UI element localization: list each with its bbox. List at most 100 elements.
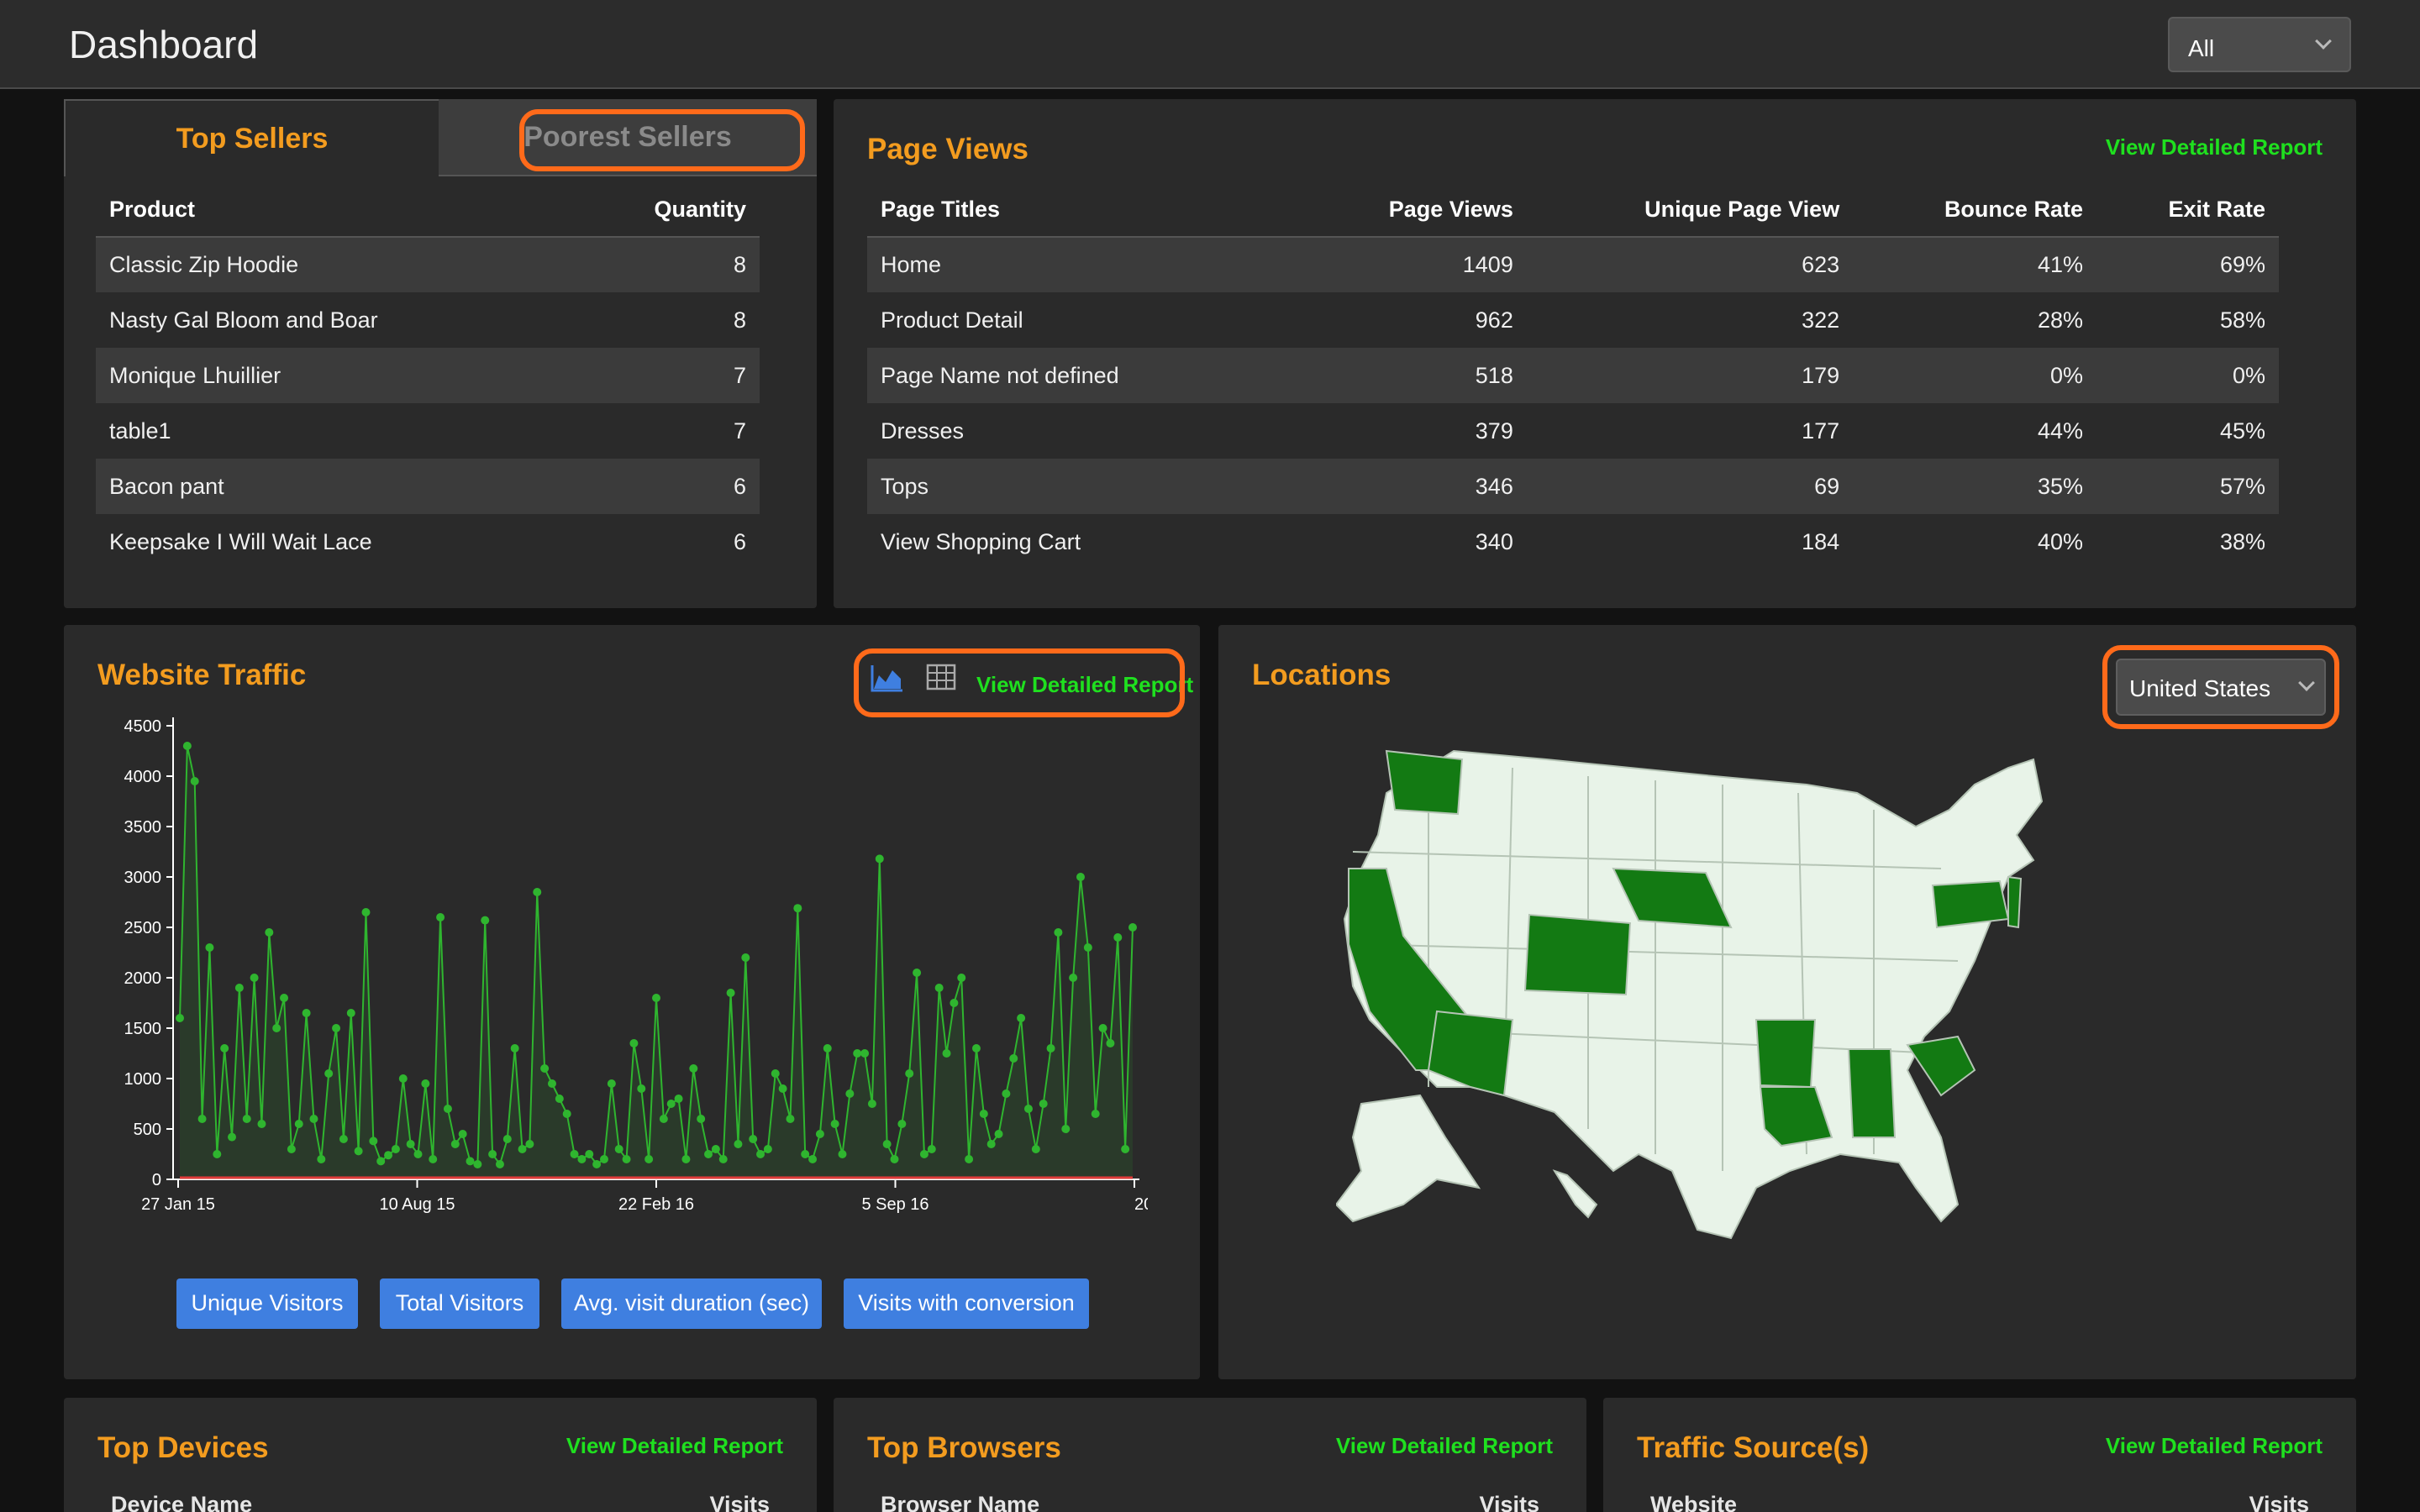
data-point[interactable] [801, 1150, 810, 1158]
data-point[interactable] [466, 1157, 475, 1166]
country-dropdown[interactable]: United States [2116, 659, 2326, 716]
data-point[interactable] [510, 1044, 519, 1053]
data-point[interactable] [1061, 1125, 1071, 1133]
data-point[interactable] [182, 742, 192, 750]
data-point[interactable] [950, 999, 959, 1007]
data-point[interactable] [540, 1064, 550, 1073]
data-point[interactable] [971, 1044, 981, 1053]
data-point[interactable] [562, 1110, 571, 1118]
data-point[interactable] [734, 1140, 743, 1148]
data-point[interactable] [1091, 1110, 1100, 1118]
table-row[interactable]: Bacon pant 6 [96, 459, 760, 514]
data-point[interactable] [875, 854, 884, 864]
filter-dropdown[interactable]: All [2168, 17, 2351, 72]
data-point[interactable] [213, 1150, 222, 1158]
data-point[interactable] [413, 1150, 423, 1158]
data-point[interactable] [228, 1132, 237, 1142]
data-point[interactable] [369, 1137, 378, 1146]
data-point[interactable] [570, 1150, 579, 1158]
data-point[interactable] [354, 1147, 363, 1156]
data-point[interactable] [324, 1069, 334, 1078]
data-point[interactable] [666, 1100, 676, 1108]
data-point[interactable] [711, 1145, 720, 1153]
data-point[interactable] [272, 1024, 281, 1032]
data-point[interactable] [674, 1095, 683, 1103]
table-row[interactable]: Dresses 379 177 44% 45% [867, 403, 2279, 459]
data-point[interactable] [1054, 928, 1063, 937]
data-point[interactable] [1023, 1105, 1033, 1113]
data-point[interactable] [1046, 1044, 1055, 1053]
unique-visitors-button[interactable]: Unique Visitors [176, 1278, 358, 1329]
data-point[interactable] [361, 908, 371, 916]
data-point[interactable] [317, 1155, 326, 1163]
data-point[interactable] [176, 1014, 184, 1022]
data-point[interactable] [592, 1160, 602, 1168]
data-point[interactable] [994, 1130, 1003, 1138]
table-row[interactable]: Product Detail 962 322 28% 58% [867, 292, 2279, 348]
data-point[interactable] [585, 1150, 594, 1158]
data-point[interactable] [488, 1150, 497, 1158]
data-point[interactable] [890, 1155, 899, 1163]
data-point[interactable] [332, 1024, 341, 1032]
data-point[interactable] [838, 1150, 847, 1158]
data-point[interactable] [1076, 873, 1085, 881]
data-point[interactable] [860, 1049, 870, 1058]
data-point[interactable] [652, 994, 660, 1002]
data-point[interactable] [689, 1064, 698, 1073]
data-point[interactable] [704, 1150, 713, 1158]
data-point[interactable] [681, 1155, 691, 1163]
data-point[interactable] [853, 1049, 862, 1058]
data-point[interactable] [533, 888, 542, 896]
data-point[interactable] [234, 984, 244, 992]
data-point[interactable] [749, 1135, 758, 1143]
data-point[interactable] [786, 1115, 795, 1123]
data-point[interactable] [555, 1095, 564, 1103]
data-point[interactable] [1121, 1145, 1130, 1153]
data-point[interactable] [197, 1115, 207, 1123]
table-row[interactable]: Monique Lhuillier 7 [96, 348, 760, 403]
data-point[interactable] [190, 777, 199, 785]
data-point[interactable] [547, 1079, 556, 1088]
data-point[interactable] [339, 1135, 348, 1143]
data-point[interactable] [697, 1115, 706, 1123]
data-point[interactable] [934, 984, 944, 992]
tab-top-sellers[interactable]: Top Sellers [64, 99, 439, 176]
avg-visit-duration-button[interactable]: Avg. visit duration (sec) [561, 1278, 822, 1329]
data-point[interactable] [518, 1145, 527, 1153]
data-point[interactable] [778, 1084, 787, 1093]
table-icon[interactable] [926, 664, 956, 690]
data-point[interactable] [793, 904, 802, 913]
data-point[interactable] [391, 1145, 400, 1153]
data-point[interactable] [756, 1150, 765, 1158]
data-point[interactable] [845, 1089, 855, 1098]
data-point[interactable] [659, 1115, 668, 1123]
table-row[interactable]: Tops 346 69 35% 57% [867, 459, 2279, 514]
data-point[interactable] [450, 1140, 460, 1148]
data-point[interactable] [577, 1155, 587, 1163]
data-point[interactable] [242, 1115, 251, 1123]
data-point[interactable] [495, 1160, 504, 1168]
data-point[interactable] [599, 1155, 608, 1163]
data-point[interactable] [265, 928, 274, 937]
data-point[interactable] [629, 1039, 639, 1047]
data-point[interactable] [406, 1140, 415, 1148]
data-point[interactable] [897, 1120, 907, 1128]
data-point[interactable] [1083, 943, 1092, 952]
data-point[interactable] [882, 1140, 892, 1148]
data-point[interactable] [726, 989, 735, 997]
data-point[interactable] [637, 1084, 646, 1093]
data-point[interactable] [815, 1130, 824, 1138]
data-point[interactable] [287, 1145, 296, 1153]
data-point[interactable] [280, 994, 289, 1002]
data-point[interactable] [429, 1155, 438, 1163]
data-point[interactable] [481, 916, 490, 925]
data-point[interactable] [919, 1150, 929, 1158]
data-point[interactable] [1106, 1039, 1115, 1047]
data-point[interactable] [1098, 1024, 1107, 1032]
data-point[interactable] [979, 1110, 988, 1118]
data-point[interactable] [830, 1120, 839, 1128]
table-row[interactable]: Home 1409 623 41% 69% [867, 237, 2279, 292]
table-row[interactable]: Keepsake I Will Wait Lace 6 [96, 514, 760, 570]
page-views-report-link[interactable]: View Detailed Report [2105, 134, 2323, 160]
data-point[interactable] [986, 1140, 996, 1148]
